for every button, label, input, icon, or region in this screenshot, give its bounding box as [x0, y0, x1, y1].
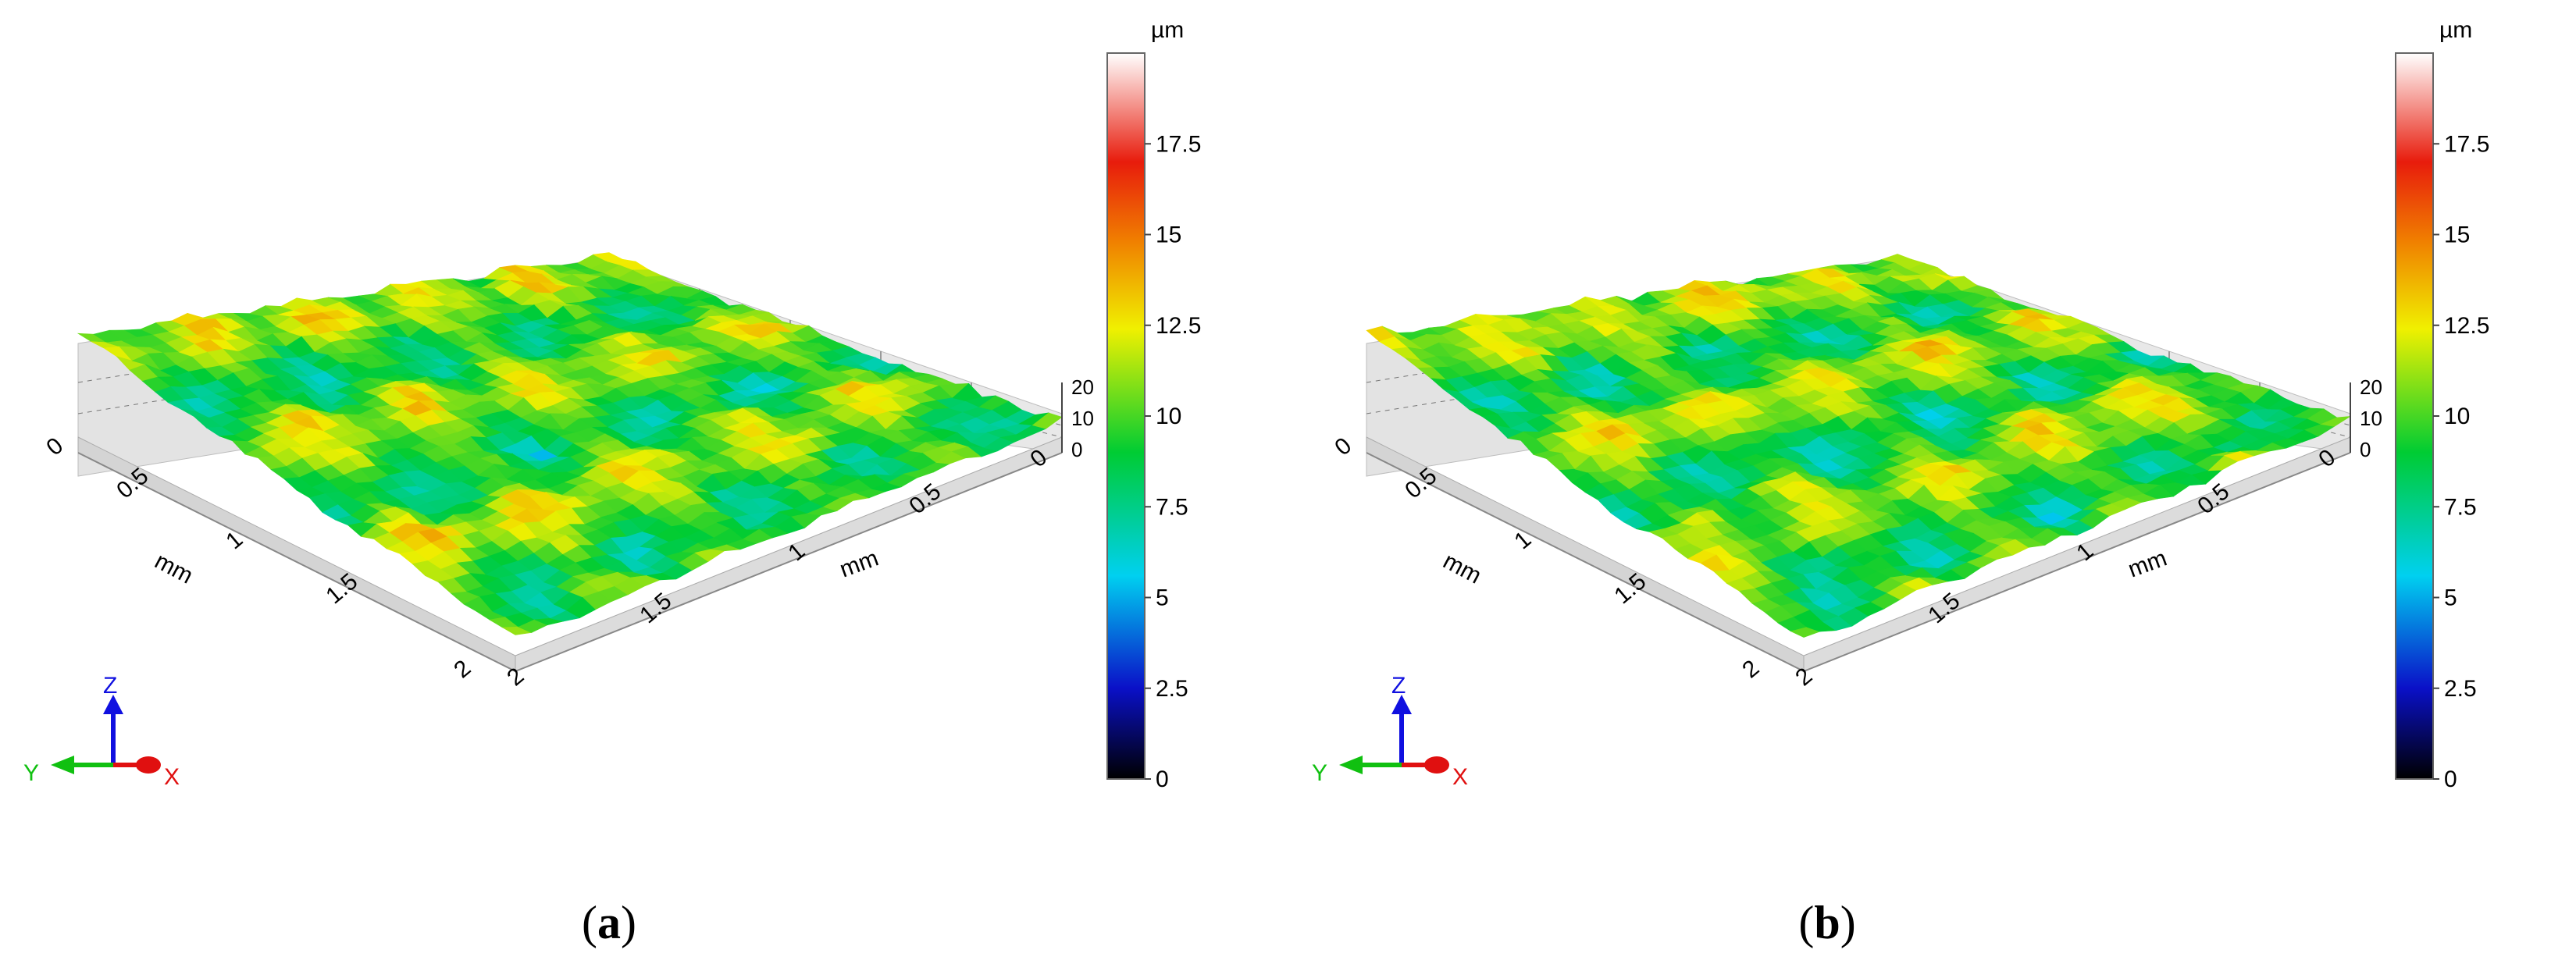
z-axis-ticks: 20 10 0 — [1061, 375, 1094, 461]
tick-label: 2 — [1737, 655, 1764, 683]
surface-plot: 0 0.5 1 1.5 2 mm 2 1.5 1 0.5 0 mm 20 10 … — [23, 17, 1201, 792]
x-axis-label: mm — [2125, 545, 2170, 582]
surface-plot: 0 0.5 1 1.5 2 mm 2 1.5 1 0.5 0 mm 20 10 … — [1312, 17, 2489, 792]
colorbar-gradient — [2395, 52, 2434, 780]
triad-z-label: Z — [1391, 673, 1406, 699]
colorbar-tick-label: 17.5 — [1156, 131, 1201, 157]
colorbar-tick-label: 5 — [2444, 585, 2457, 611]
panel-b: 0 0.5 1 1.5 2 mm 2 1.5 1 0.5 0 mm 20 10 … — [1288, 0, 2569, 971]
colorbar-tick-label: 2.5 — [2444, 676, 2477, 702]
colorbar-tick-label: 10 — [1156, 404, 1181, 429]
colorbar-tick-label: 17.5 — [2444, 131, 2489, 157]
colorbar-tick-label: 15 — [2444, 222, 2470, 248]
triad-z-label: Z — [103, 673, 117, 699]
x-axis-edge — [1366, 452, 2351, 673]
colorbar-tick-label: 0 — [1156, 766, 1169, 792]
panel-caption: (b) — [1798, 897, 1856, 948]
tick-label: 0 — [41, 432, 68, 461]
triad-y-label: Y — [23, 760, 39, 786]
tick-label: 0 — [1071, 438, 1082, 461]
colorbar-unit: µm — [2439, 17, 2472, 43]
colorbar-unit: µm — [1151, 17, 1184, 43]
colorbar-tick-label: 5 — [1156, 585, 1169, 611]
colorbar-ticks: 0 2.5 5 7.5 10 12.5 15 17.5 — [1145, 131, 1201, 792]
tick-label: 10 — [1071, 407, 1094, 430]
surface-mesh — [1366, 254, 2351, 638]
surface-mesh — [77, 252, 1063, 635]
triad-x-label: X — [1452, 764, 1468, 790]
x-axis-edge — [77, 452, 1063, 673]
tick-label: 10 — [2360, 407, 2382, 430]
colorbar-tick-label: 12.5 — [2444, 313, 2489, 339]
tick-label: 2 — [449, 655, 476, 683]
colorbar: µm 0 2.5 5 7.5 10 12.5 15 17.5 — [1106, 17, 1201, 792]
z-axis-ticks: 20 10 0 — [2350, 375, 2382, 461]
panel-a: 0 0.5 1 1.5 2 mm 2 1.5 1 0.5 0 mm 20 10 … — [0, 0, 1281, 971]
tick-label: 20 — [2360, 375, 2382, 399]
y-axis-label: mm — [1439, 548, 1486, 589]
colorbar-tick-label: 0 — [2444, 766, 2457, 792]
colorbar-gradient — [1106, 52, 1145, 780]
triad-y-label: Y — [1312, 760, 1327, 786]
axis-triad: Z X Y — [1312, 673, 1468, 790]
axis-triad: Z X Y — [23, 673, 180, 790]
colorbar-tick-label: 7.5 — [2444, 494, 2477, 520]
triad-x-label: X — [164, 764, 180, 790]
colorbar-tick-label: 2.5 — [1156, 676, 1188, 702]
panel-caption: (a) — [582, 897, 636, 948]
colorbar-tick-label: 7.5 — [1156, 494, 1188, 520]
x-axis-label: mm — [836, 545, 882, 582]
tick-label: 0 — [2360, 438, 2371, 461]
colorbar-tick-label: 12.5 — [1156, 313, 1201, 339]
colorbar-tick-label: 15 — [1156, 222, 1181, 248]
tick-label: 0 — [1330, 432, 1356, 461]
tick-label: 20 — [1071, 375, 1094, 399]
y-axis-label: mm — [151, 548, 198, 589]
colorbar: µm 0 2.5 5 7.5 10 12.5 15 17.5 — [2395, 17, 2489, 792]
colorbar-ticks: 0 2.5 5 7.5 10 12.5 15 17.5 — [2433, 131, 2489, 792]
colorbar-tick-label: 10 — [2444, 404, 2470, 429]
